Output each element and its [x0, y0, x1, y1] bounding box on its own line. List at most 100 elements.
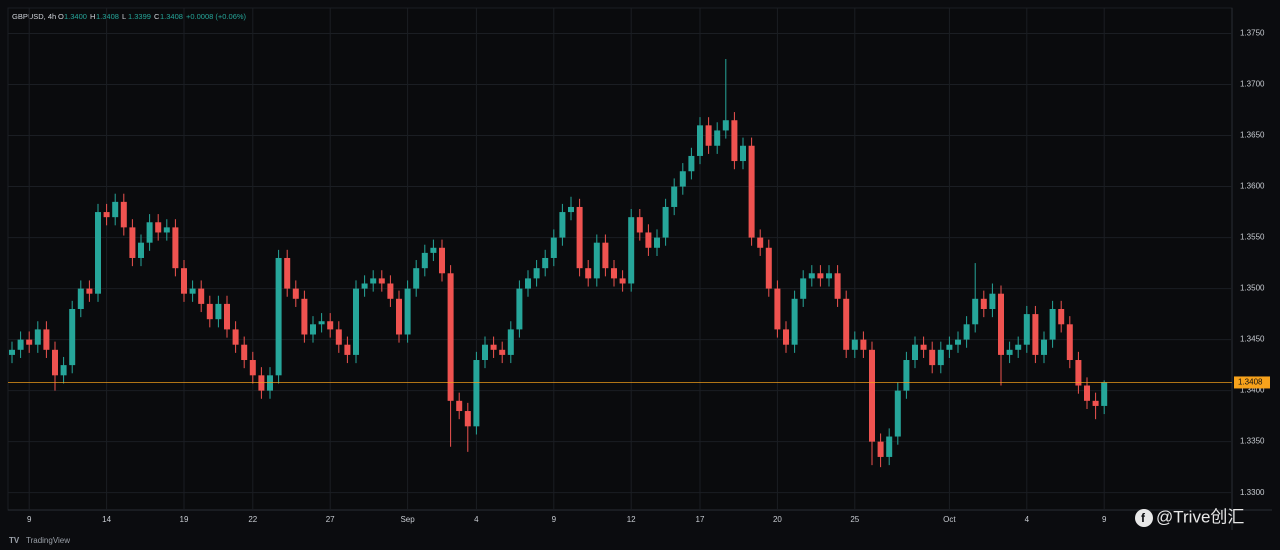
candle-body [86, 288, 93, 294]
candle-body [636, 217, 643, 233]
candle-body [103, 212, 110, 218]
y-tick-label: 1.3400 [1240, 386, 1265, 395]
last-price-box [1234, 376, 1270, 389]
candle-body [576, 206, 583, 269]
candle-body [550, 237, 557, 258]
candle-body [353, 288, 359, 355]
candle-body [972, 298, 979, 325]
y-tick-label: 1.3350 [1240, 437, 1265, 446]
candle-body [146, 222, 153, 243]
candle-body [507, 329, 514, 355]
candle-body [447, 273, 454, 401]
candle-body [421, 252, 428, 269]
candle-body [413, 268, 420, 289]
candle-body [1049, 308, 1056, 340]
candle-body [284, 257, 291, 289]
x-tick-label: 9 [27, 515, 32, 524]
watermark: @Trive创汇 [1156, 507, 1244, 526]
header-text: 1.3408 [96, 12, 119, 21]
candle-body [783, 329, 789, 345]
header-text: GBPUSD, 4h [12, 12, 56, 21]
candle-body [1032, 314, 1039, 355]
candle-body [679, 171, 686, 187]
candle-body [765, 247, 772, 289]
candle-body [335, 329, 342, 345]
candle-body [645, 232, 652, 248]
x-tick-label: 14 [102, 515, 111, 524]
candle-body [77, 288, 84, 309]
candle-body [559, 212, 566, 238]
candle-body [232, 329, 239, 345]
candle-body [43, 329, 50, 350]
candle-body [980, 298, 987, 309]
candle-body [886, 436, 893, 457]
candle-body [310, 324, 316, 335]
candle-body [34, 329, 41, 345]
candle-body [542, 257, 549, 269]
x-tick-label: 25 [850, 515, 859, 524]
candle-body [95, 212, 101, 294]
candle-body [516, 288, 523, 330]
header-text: 1.3400 [64, 12, 87, 21]
candle-body [473, 360, 480, 427]
x-tick-label: 17 [696, 515, 705, 524]
candle-body [662, 206, 669, 238]
x-tick-label: 4 [1025, 515, 1030, 524]
candle-body [1084, 385, 1090, 401]
candle-body [301, 298, 308, 335]
candle-body [267, 375, 273, 391]
y-tick-label: 1.3650 [1240, 131, 1265, 140]
y-tick-label: 1.3600 [1240, 182, 1265, 191]
svg-text:f: f [1141, 511, 1146, 525]
y-tick-label: 1.3750 [1240, 29, 1265, 38]
candle-body [869, 349, 875, 442]
candle-body [1006, 349, 1013, 355]
candle-body [439, 247, 445, 274]
header-text: C [154, 12, 160, 21]
candle-body [688, 155, 695, 172]
candle-body [877, 441, 884, 457]
x-tick-label: 22 [248, 515, 257, 524]
candle-body [1041, 339, 1047, 355]
candle-body [800, 278, 807, 299]
candle-body [172, 227, 179, 269]
candle-body [1101, 382, 1108, 406]
candle-body [1015, 344, 1022, 350]
candle-body [1023, 314, 1030, 345]
candle-body [903, 360, 910, 391]
candle-body [181, 268, 187, 294]
candle-body [387, 283, 394, 299]
candle-body [215, 303, 222, 320]
candle-body [9, 349, 15, 355]
candle-body [1092, 400, 1099, 406]
y-tick-label: 1.3300 [1240, 488, 1265, 497]
plot-area [7, 7, 1233, 511]
header-text: 1.3408 [160, 12, 183, 21]
candle-body [826, 273, 832, 279]
candle-body [946, 344, 953, 350]
candle-body [344, 344, 351, 355]
candle-body [851, 339, 858, 350]
candle-body [714, 130, 721, 146]
candle-body [654, 237, 660, 248]
watermark-icon: f [1135, 509, 1153, 527]
candle-body [52, 349, 58, 376]
candle-body [155, 222, 162, 233]
candle-body [757, 237, 764, 248]
candle-body [241, 344, 248, 361]
y-tick-label: 1.3550 [1240, 233, 1265, 242]
candle-body [249, 360, 256, 376]
candle-body [464, 411, 471, 427]
candle-body [378, 278, 385, 284]
candle-body [69, 308, 76, 366]
candle-body [404, 288, 411, 335]
candle-body [611, 268, 617, 279]
header-text: H [90, 12, 95, 21]
header-text: +0.0008 (+0.06%) [186, 12, 247, 21]
candle-body [129, 227, 136, 258]
legend-header: GBPUSD, 4h O 1.3400 H 1.3408 L 1.3399 C 1.3408 +0… [12, 12, 247, 21]
candle-body [602, 242, 609, 269]
y-tick-label: 1.3500 [1240, 284, 1265, 293]
